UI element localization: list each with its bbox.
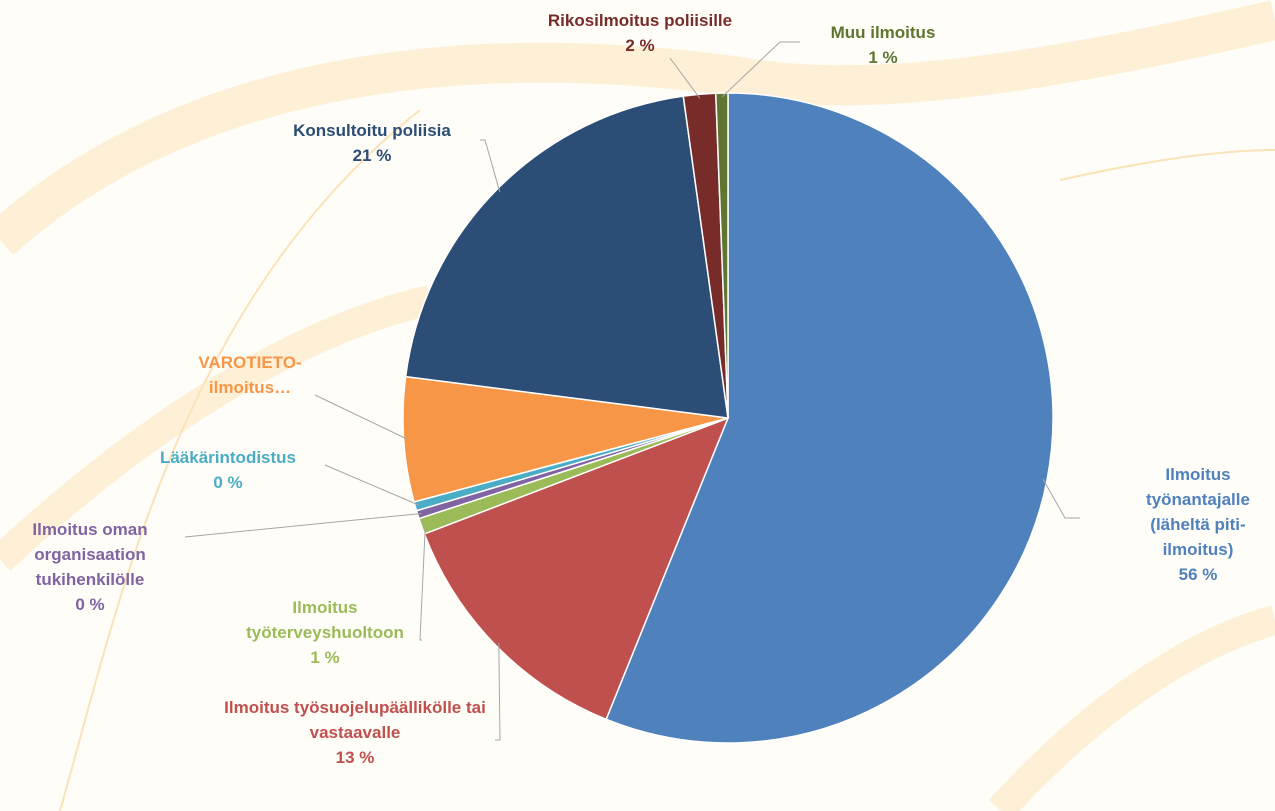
leader-line — [419, 524, 426, 641]
leader-line — [324, 464, 420, 506]
category-label: Rikosilmoitus poliisille — [547, 11, 733, 30]
leader-line — [495, 642, 501, 741]
value-label: 21 % — [352, 146, 392, 165]
category-label: Ilmoitus työnantajalle (läheltä piti-ilm… — [1146, 465, 1250, 559]
leader-line — [721, 41, 800, 98]
pie-slice — [714, 92, 729, 419]
data-label: Ilmoitus työsuojelupäällikölle tai vasta… — [210, 695, 500, 770]
data-label: Muu ilmoitus 1 % — [798, 20, 968, 70]
value-label: 2 % — [625, 36, 655, 55]
category-label: Ilmoitus työterveyshuoltoon — [246, 598, 404, 642]
data-label: Lääkärintodistus 0 % — [133, 445, 323, 495]
data-label: Rikosilmoitus poliisille 2 % — [505, 8, 775, 58]
leader-line — [314, 394, 408, 440]
data-label: Ilmoitus oman organisaation tukihenkilöl… — [0, 517, 180, 617]
pie-slice — [404, 95, 729, 419]
category-label: Ilmoitus työsuojelupäällikölle tai vasta… — [224, 698, 486, 742]
leader-line — [1042, 479, 1080, 519]
value-label: 0 % — [213, 473, 243, 492]
leader-line — [480, 139, 501, 193]
data-label: VAROTIETO-ilmoitus… — [185, 350, 315, 400]
leader-line — [669, 57, 701, 99]
data-label: Ilmoitus työnantajalle (läheltä piti-ilm… — [1128, 462, 1268, 587]
leader-line — [184, 512, 422, 538]
category-label: Muu ilmoitus — [830, 23, 936, 42]
category-label: VAROTIETO-ilmoitus… — [198, 353, 302, 397]
category-label: Konsultoitu poliisia — [293, 121, 451, 140]
data-label: Ilmoitus työterveyshuoltoon 1 % — [230, 595, 420, 670]
value-label: 1 % — [310, 648, 340, 667]
pie-slice — [605, 92, 1054, 744]
category-label: Ilmoitus oman organisaation tukihenkilöl… — [32, 520, 148, 589]
value-label: 1 % — [868, 48, 898, 67]
value-label: 13 % — [335, 748, 375, 767]
value-label: 0 % — [75, 595, 105, 614]
data-label: Konsultoitu poliisia 21 % — [252, 118, 492, 168]
category-label: Lääkärintodistus — [159, 448, 297, 467]
pie-slice — [423, 416, 730, 721]
value-label: 56 % — [1178, 565, 1218, 584]
